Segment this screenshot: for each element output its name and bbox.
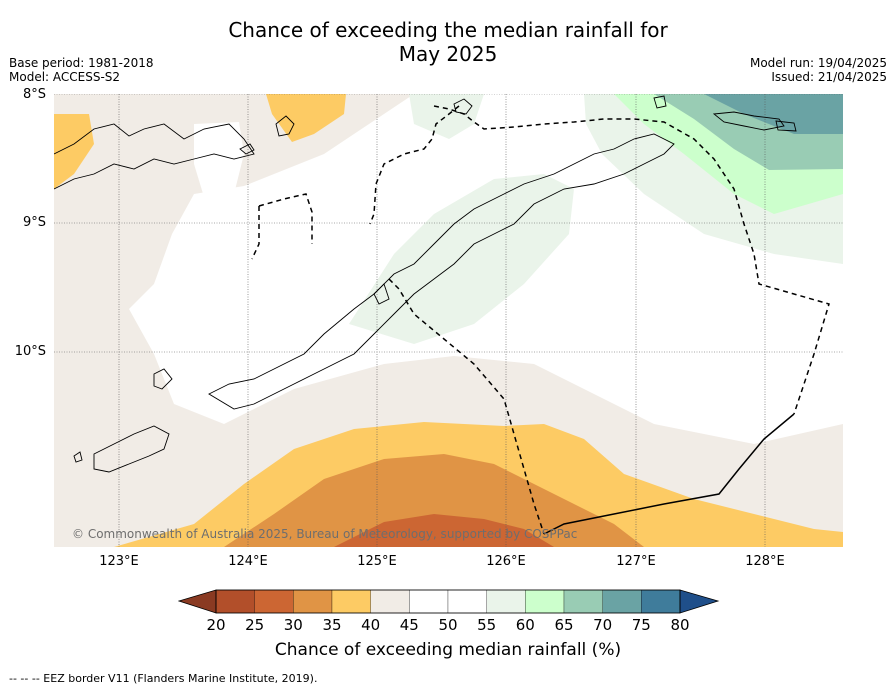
- lon-label-123e: 123°E: [99, 554, 139, 569]
- lat-label-10s: 10°S: [14, 344, 46, 359]
- colorbar-tick-label: 45: [399, 616, 419, 634]
- colorbar-tick-label: 35: [322, 616, 342, 634]
- colorbar-tick-label: 40: [361, 616, 381, 634]
- colorbar-tick-label: 70: [593, 616, 613, 634]
- map-title: Chance of exceeding the median rainfall …: [0, 18, 896, 66]
- colorbar-tick-label: 65: [554, 616, 574, 634]
- band-35-40-north: [266, 94, 346, 142]
- colorbar-cell: [215, 589, 255, 614]
- lon-label-124e: 124°E: [228, 554, 268, 569]
- eez-border: [251, 105, 830, 535]
- lon-label-126e: 126°E: [486, 554, 526, 569]
- rainfall-map: [54, 94, 843, 547]
- band-70-75: [704, 94, 843, 134]
- colorbar-tick-label: 75: [631, 616, 651, 634]
- lon-label-127e: 127°E: [616, 554, 656, 569]
- colorbar: [178, 589, 720, 614]
- band-55-60: [349, 174, 574, 344]
- colorbar-tick-label: 55: [477, 616, 497, 634]
- colorbar-title: Chance of exceeding median rainfall (%): [274, 640, 622, 660]
- lat-label-8s: 8°S: [22, 87, 46, 102]
- colorbar-tick-label: 25: [245, 616, 265, 634]
- model-text: Model: ACCESS-S2: [9, 70, 121, 84]
- colorbar-cell: [525, 589, 565, 614]
- band-35-40-west: [54, 114, 94, 189]
- gridlines: [54, 94, 843, 547]
- band-30-35: [224, 454, 644, 547]
- colorbar-cell: [370, 589, 410, 614]
- colorbar-tick-label: 30: [283, 616, 303, 634]
- colorbar-cell: [641, 589, 681, 614]
- band-25-30: [334, 514, 554, 547]
- colorbar-frame: [215, 589, 681, 614]
- colorbar-cell: [563, 589, 603, 614]
- model-run-text: Model run: 19/04/2025: [749, 56, 887, 70]
- footer-legend: -- -- -- EEZ border V11 (Flanders Marine…: [9, 672, 318, 685]
- colorbar-cells: [215, 589, 681, 614]
- colorbar-cell: [293, 589, 333, 614]
- colorbar-tick-label: 20: [206, 616, 226, 634]
- lon-label-125e: 125°E: [357, 554, 397, 569]
- title-line-1: Chance of exceeding the median rainfall …: [228, 18, 668, 42]
- coastline: [54, 95, 797, 473]
- colorbar-cell: [409, 589, 449, 614]
- colorbar-cell: [331, 589, 371, 614]
- title-line-2: May 2025: [398, 42, 498, 66]
- lon-label-128e: 128°E: [745, 554, 785, 569]
- colorbar-cell: [447, 589, 487, 614]
- colorbar-cell: [602, 589, 642, 614]
- copyright-notice: © Commonwealth of Australia 2025, Bureau…: [72, 527, 578, 541]
- colorbar-tick-label: 60: [515, 616, 535, 634]
- colorbar-over-arrow: [679, 589, 720, 614]
- band-45-55-north: [194, 122, 244, 197]
- metadata-left: Base period: 1981-2018 Model: ACCESS-S2: [9, 56, 154, 84]
- colorbar-cell: [486, 589, 526, 614]
- base-period-text: Base period: 1981-2018: [9, 56, 154, 70]
- colorbar-cell: [254, 589, 294, 614]
- colorbar-tick-label: 80: [670, 616, 690, 634]
- issued-text: Issued: 21/04/2025: [771, 70, 887, 84]
- lat-label-9s: 9°S: [22, 215, 46, 230]
- band-55-60-north: [409, 94, 484, 139]
- metadata-right: Model run: 19/04/2025 Issued: 21/04/2025: [750, 56, 887, 84]
- colorbar-tick-label: 50: [438, 616, 458, 634]
- colorbar-under-arrow: [178, 589, 217, 614]
